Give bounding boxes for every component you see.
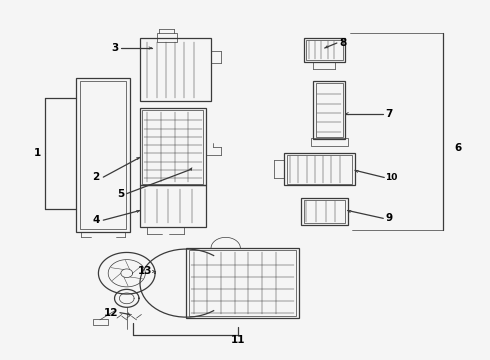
Bar xyxy=(140,108,206,185)
Text: 13: 13 xyxy=(138,266,152,276)
Bar xyxy=(157,33,176,42)
Text: 7: 7 xyxy=(386,109,393,119)
Bar xyxy=(304,200,345,223)
Bar xyxy=(287,155,352,184)
Text: 10: 10 xyxy=(386,173,398,182)
Bar xyxy=(143,110,203,184)
Bar xyxy=(189,250,296,316)
Text: 2: 2 xyxy=(92,172,99,182)
Bar xyxy=(314,81,345,139)
Bar xyxy=(140,185,206,226)
Text: 1: 1 xyxy=(34,148,41,158)
Bar xyxy=(284,153,355,185)
Bar xyxy=(76,78,130,232)
Text: 12: 12 xyxy=(103,308,118,318)
Bar xyxy=(301,198,347,225)
Text: 8: 8 xyxy=(339,38,346,48)
Bar xyxy=(93,319,108,325)
Bar xyxy=(80,81,126,229)
Text: 11: 11 xyxy=(230,334,245,345)
Text: 6: 6 xyxy=(454,143,461,153)
Text: 4: 4 xyxy=(92,215,99,225)
Bar xyxy=(311,138,347,146)
Text: 9: 9 xyxy=(386,213,392,223)
Bar xyxy=(306,40,343,60)
Bar xyxy=(140,39,211,101)
Text: 3: 3 xyxy=(111,43,118,53)
Text: 5: 5 xyxy=(117,189,124,199)
Bar xyxy=(316,83,343,137)
Bar xyxy=(186,248,299,318)
Bar xyxy=(304,39,345,62)
